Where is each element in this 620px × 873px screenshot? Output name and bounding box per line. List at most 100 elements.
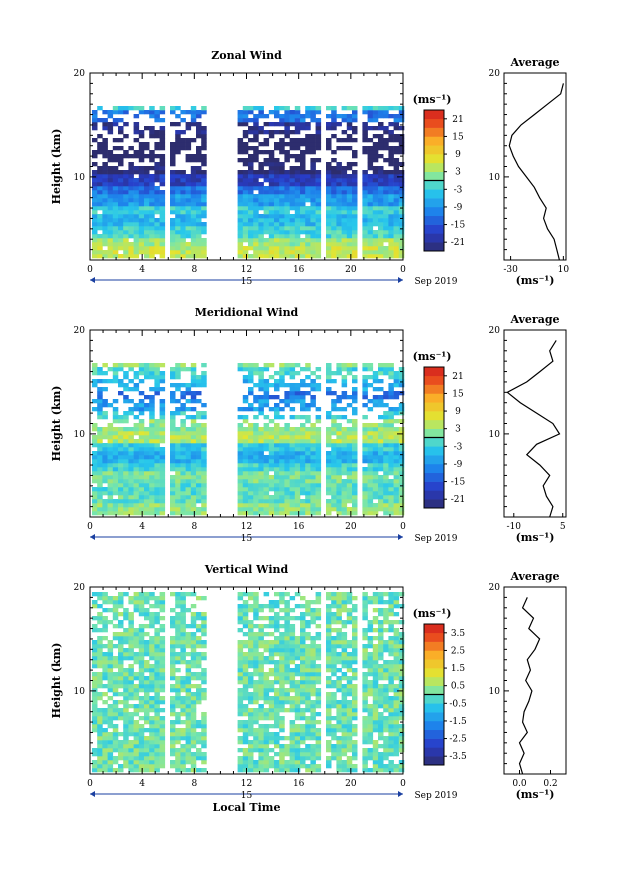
heatmap-cell [284,688,290,693]
heatmap-cell [310,146,316,151]
heatmap-cell [123,487,129,492]
heatmap-cell [138,130,145,135]
heatmap-cell [326,692,332,697]
heatmap-cell [284,459,290,464]
heatmap-cell [305,463,311,468]
heatmap-cell [326,202,332,207]
heatmap-cell [383,186,389,191]
heatmap-cell [175,447,181,452]
heatmap-cell [294,250,301,255]
heatmap-cell [138,407,145,412]
heatmap-cell [97,238,103,243]
heatmap-cell [383,190,389,195]
heatmap-cell [326,491,332,496]
heatmap-cell [253,764,259,769]
heatmap-cell [393,190,400,195]
heatmap-cell [180,768,186,773]
heatmap-cell [346,114,353,119]
heatmap-cell [388,194,394,199]
heatmap-cell [242,503,249,508]
heatmap-cell [201,178,207,183]
heatmap-cell [159,744,166,749]
heatmap-cell [315,447,322,452]
profile-y-tick-label: 20 [489,69,501,79]
heatmap-cell [300,507,306,512]
heatmap-cell [346,162,353,167]
heatmap-cell [383,419,389,424]
heatmap-cell [274,479,280,484]
heatmap-cell [107,724,114,729]
heatmap-cell [398,118,405,123]
heatmap-cell [279,716,285,721]
heatmap-cell [305,700,311,705]
heatmap-cell [180,182,186,187]
heatmap-cell [352,254,358,259]
heatmap-cell [336,407,342,412]
heatmap-cell [284,222,290,227]
heatmap-cell [284,130,290,135]
heatmap-cell [138,764,145,769]
heatmap-cell [190,728,197,733]
heatmap-cell [326,511,332,516]
heatmap-cell [201,222,207,227]
heatmap-cell [326,612,332,617]
heatmap-cell [372,250,379,255]
heatmap-cell [398,218,405,223]
heatmap-cell [258,483,264,488]
heatmap-cell [159,644,166,649]
heatmap-cell [92,138,98,143]
heatmap-cell [180,604,186,609]
heatmap-cell [138,363,145,368]
heatmap-cell [336,740,342,745]
heatmap-cell [378,495,384,500]
heatmap-cell [326,676,332,681]
heatmap-cell [118,620,124,625]
heatmap-cell [92,459,98,464]
heatmap-cell [180,463,186,468]
heatmap-cell [372,435,379,440]
heatmap-cell [138,170,145,175]
heatmap-cell [388,423,394,428]
heatmap-cell [180,684,186,689]
heatmap-cell [123,463,129,468]
heatmap-cell [149,250,155,255]
heatmap-cell [315,138,322,143]
heatmap-cell [263,383,270,388]
heatmap-cell [159,600,166,605]
heatmap-cell [138,471,145,476]
heatmap-cell [300,672,306,677]
heatmap-cell [123,419,129,424]
heatmap-cell [258,732,264,737]
heatmap-cell [242,632,249,637]
heatmap-cell [263,732,270,737]
y-axis-label: Height (km) [50,129,63,205]
heatmap-cell [175,431,181,436]
heatmap-cell [138,134,145,139]
heatmap-cell [159,138,166,143]
heatmap-cell [310,656,316,661]
heatmap-cell [170,443,176,448]
heatmap-cell [258,716,264,721]
heatmap-cell [133,756,140,761]
heatmap-cell [248,760,254,765]
heatmap-cell [175,732,181,737]
heatmap-cell [180,700,186,705]
colorbar-tick-label: 9 [455,407,461,417]
heatmap-cell [294,154,301,159]
heatmap-cell [346,748,353,753]
heatmap-cell [258,226,264,231]
heatmap-cell [133,230,140,235]
heatmap-cell [128,768,134,773]
heatmap-cell [248,218,254,223]
heatmap-cell [128,656,134,661]
heatmap-cell [180,451,186,456]
heatmap-cell [310,118,316,123]
heatmap-cell [398,375,405,380]
heatmap-cell [170,704,176,709]
heatmap-cell [112,636,119,641]
heatmap-cell [118,708,124,713]
heatmap-cell [315,503,322,508]
heatmap-cell [248,676,254,681]
heatmap-cell [185,503,192,508]
